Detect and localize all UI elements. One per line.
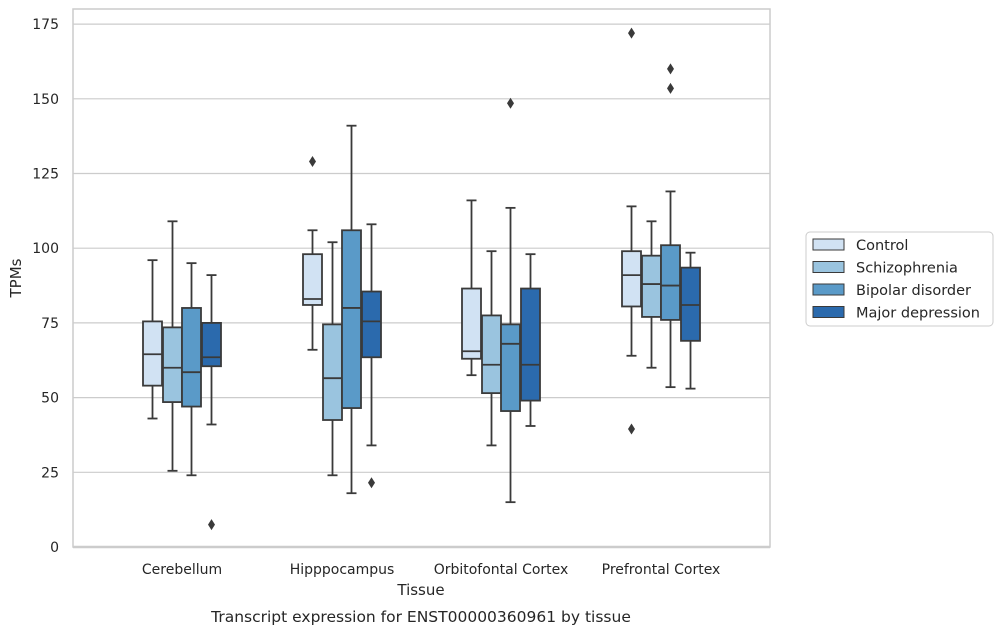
box-iqr bbox=[322, 323, 343, 421]
outlier-point bbox=[628, 423, 635, 435]
box-iqr bbox=[302, 253, 323, 306]
box-hipppocampus-bipolar-disorder bbox=[341, 124, 362, 495]
y-tick-label: 175 bbox=[32, 17, 59, 33]
box-groups bbox=[142, 27, 701, 531]
y-axis-label: TPMs bbox=[7, 258, 25, 298]
box-iqr bbox=[201, 321, 222, 368]
legend-swatch bbox=[812, 261, 845, 273]
box-orbitofontal-cortex-bipolar-disorder bbox=[500, 97, 521, 504]
box-iqr bbox=[641, 254, 662, 318]
y-tick-label: 150 bbox=[32, 92, 59, 108]
box-iqr bbox=[481, 314, 502, 395]
outlier-point bbox=[667, 82, 674, 94]
y-tick-label: 100 bbox=[32, 241, 59, 257]
box-iqr bbox=[162, 326, 183, 403]
x-tick-label: Orbitofontal Cortex bbox=[434, 562, 569, 578]
box-cerebellum-schizophrenia bbox=[162, 220, 183, 472]
y-tick-label: 0 bbox=[50, 540, 59, 556]
legend-label: Bipolar disorder bbox=[856, 283, 971, 299]
box-iqr bbox=[500, 323, 521, 412]
box-iqr bbox=[181, 307, 202, 408]
legend-swatch bbox=[812, 306, 845, 318]
y-tick-label: 50 bbox=[41, 391, 59, 407]
outlier-point bbox=[507, 97, 514, 109]
x-tick-label: Hipppocampus bbox=[290, 562, 395, 578]
box-prefrontal-cortex-major-depression bbox=[680, 251, 701, 390]
box-orbitofontal-cortex-major-depression bbox=[520, 253, 541, 427]
x-axis-label: Tissue bbox=[396, 581, 444, 599]
box-iqr bbox=[520, 287, 541, 402]
y-tick-label: 25 bbox=[41, 465, 59, 481]
x-tick-labels: Cerebellum Hipppocampus Orbitofontal Corte… bbox=[142, 562, 720, 578]
box-iqr bbox=[621, 250, 642, 308]
legend: Control Schizophrenia Bipolar disorder Majo… bbox=[805, 231, 994, 327]
box-iqr bbox=[660, 244, 681, 321]
box-cerebellum-bipolar-disorder bbox=[181, 262, 202, 477]
box-iqr bbox=[361, 290, 382, 359]
outlier-point bbox=[208, 519, 215, 531]
box-prefrontal-cortex-bipolar-disorder bbox=[660, 63, 681, 389]
y-tick-labels: 0 25 50 75 100 125 150 175 bbox=[32, 17, 59, 556]
legend-label: Schizophrenia bbox=[856, 261, 958, 277]
legend-frame bbox=[805, 231, 994, 327]
y-tick-label: 75 bbox=[41, 316, 59, 332]
box-cerebellum-control bbox=[142, 259, 163, 420]
legend-label: Control bbox=[856, 238, 908, 254]
legend-swatch bbox=[812, 283, 845, 296]
box-prefrontal-cortex-control bbox=[621, 27, 642, 435]
outlier-point bbox=[628, 27, 635, 39]
box-hipppocampus-control bbox=[302, 156, 323, 351]
x-tick-label: Prefrontal Cortex bbox=[602, 562, 721, 578]
outlier-point bbox=[368, 477, 375, 489]
chart-caption: Transcript expression for ENST0000036096… bbox=[210, 608, 631, 626]
outlier-point bbox=[309, 156, 316, 168]
box-orbitofontal-cortex-control bbox=[461, 199, 482, 377]
box-iqr bbox=[461, 287, 482, 360]
legend-swatch bbox=[812, 238, 845, 251]
box-hipppocampus-schizophrenia bbox=[322, 241, 343, 477]
y-tick-label: 125 bbox=[32, 167, 59, 183]
box-iqr bbox=[341, 229, 362, 409]
x-tick-label: Cerebellum bbox=[142, 562, 222, 578]
box-cerebellum-major-depression bbox=[201, 274, 222, 531]
outlier-point bbox=[667, 63, 674, 75]
box-hipppocampus-major-depression bbox=[361, 223, 382, 489]
plot-frame bbox=[72, 8, 771, 548]
legend-label: Major depression bbox=[856, 306, 980, 322]
